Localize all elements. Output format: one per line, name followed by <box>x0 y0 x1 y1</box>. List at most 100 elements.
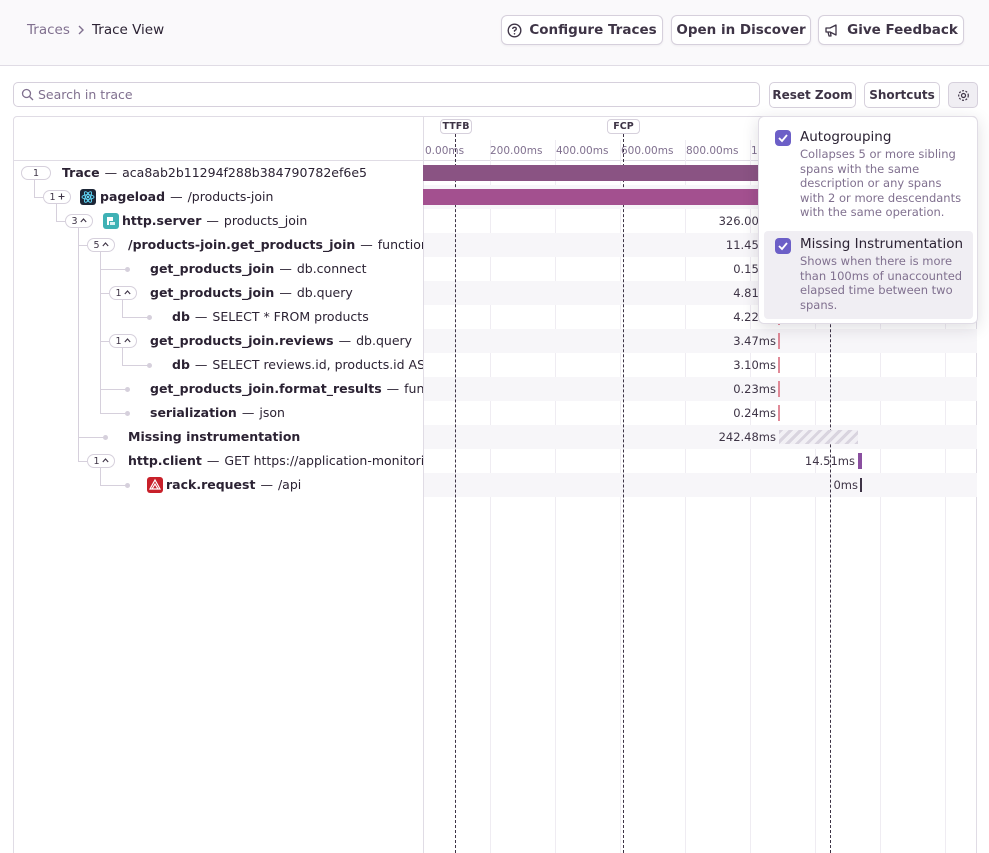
separator: — <box>104 165 118 180</box>
configure-traces-button[interactable]: Configure Traces <box>501 15 663 45</box>
check-icon <box>778 134 788 143</box>
tree-connector <box>34 197 43 198</box>
button-label: Reset Zoom <box>772 88 853 102</box>
column-divider <box>423 117 424 853</box>
child-count-toggle[interactable]: 5 <box>87 238 115 252</box>
span-label: http.server — products_join <box>122 213 423 229</box>
give-feedback-button[interactable]: Give Feedback <box>818 15 964 45</box>
child-count-toggle[interactable]: 1 <box>109 286 137 300</box>
vital-marker: TTFB <box>440 119 472 134</box>
span-bar <box>778 405 780 421</box>
span-duration: 0.23ms <box>733 382 776 396</box>
span-label: db — SELECT * FROM products <box>172 309 423 325</box>
checkbox[interactable] <box>775 130 791 146</box>
shortcuts-button[interactable]: Shortcuts <box>864 82 940 108</box>
tree-connector <box>100 293 109 294</box>
setting-description: Collapses 5 or more sibling spans with t… <box>800 147 962 219</box>
child-count: 1 <box>32 167 40 179</box>
separator: — <box>206 213 219 228</box>
span-description: SELECT reviews.id, products.id AS prod <box>212 357 423 372</box>
child-count: 1 <box>115 335 122 347</box>
megaphone-icon <box>825 23 837 37</box>
span-label: http.client — GET https://application-moni… <box>128 453 423 469</box>
tree-dot <box>125 267 130 272</box>
reset-zoom-button[interactable]: Reset Zoom <box>769 82 856 108</box>
gear-icon <box>957 89 969 101</box>
span-op: get_products_join.reviews <box>150 333 334 348</box>
separator: — <box>338 333 352 348</box>
button-label: Configure Traces <box>529 22 657 38</box>
child-count-toggle[interactable]: 1 <box>87 454 115 468</box>
settings-popover: Autogrouping Collapses 5 or more sibling… <box>758 116 978 324</box>
span-op: rack.request <box>166 477 256 492</box>
breadcrumb-current: Trace View <box>92 22 165 38</box>
setting-item[interactable]: Missing Instrumentation Shows when there… <box>764 231 973 319</box>
setting-item[interactable]: Autogrouping Collapses 5 or more sibling… <box>764 123 973 227</box>
checkbox[interactable] <box>775 238 791 254</box>
platform-icon <box>147 477 163 493</box>
span-op: http.server <box>122 213 202 228</box>
separator: — <box>194 309 208 324</box>
span-description: db.connect <box>296 261 367 276</box>
separator: — <box>279 285 292 300</box>
timeline-tick-label: 200.00ms <box>490 145 543 157</box>
expand-icon <box>58 192 65 203</box>
timeline-tick-label: 600.00ms <box>621 145 674 157</box>
tree-dot <box>125 387 130 392</box>
span-description: GET https://application-monitoring-rub <box>224 453 423 468</box>
span-label: Trace — aca8ab2b11294f288b384790782ef6e5 <box>62 165 423 181</box>
span-label: /products-join.get_products_join — functio… <box>128 237 423 253</box>
help-icon <box>507 22 522 38</box>
span-op: get_products_join <box>150 285 275 300</box>
search-input[interactable]: Search in trace <box>13 82 760 107</box>
span-description: function <box>377 237 423 252</box>
row-background <box>424 425 977 449</box>
missing-instrumentation-bar <box>779 430 858 444</box>
tree-connector <box>78 228 79 462</box>
breadcrumb-chevron <box>78 25 84 35</box>
tree-connector <box>100 413 127 414</box>
span-duration: 0ms <box>833 478 858 492</box>
span-op: http.client <box>128 453 202 468</box>
span-op: Trace <box>62 165 100 180</box>
child-count: 3 <box>71 215 78 227</box>
child-count-toggle[interactable]: 3 <box>65 214 93 228</box>
breadcrumb-link[interactable]: Traces <box>27 22 70 38</box>
span-bar <box>778 381 780 397</box>
button-label: Give Feedback <box>847 22 958 38</box>
open-in-discover-button[interactable]: Open in Discover <box>671 15 811 45</box>
span-op: serialization <box>150 405 237 420</box>
child-count-toggle[interactable]: 1 <box>109 334 137 348</box>
child-count-toggle[interactable]: 1 <box>21 166 51 180</box>
button-label: Shortcuts <box>869 88 935 102</box>
tree-dot <box>125 411 130 416</box>
tree-connector <box>56 221 65 222</box>
separator: — <box>241 405 255 420</box>
tree-connector <box>78 461 87 462</box>
span-duration: 3.47ms <box>733 334 776 348</box>
span-label: get_products_join — db.query <box>150 285 423 301</box>
child-count: 1 <box>93 455 100 467</box>
tree-dot <box>147 315 152 320</box>
separator: — <box>260 477 273 492</box>
span-bar <box>858 453 862 469</box>
span-description: json <box>259 405 285 420</box>
vital-marker-line <box>455 134 456 853</box>
tree-connector <box>78 437 105 438</box>
span-label: rack.request — /api <box>166 477 423 493</box>
child-count: 1 <box>115 287 122 299</box>
tree-dot <box>103 435 108 440</box>
span-bar <box>778 357 780 373</box>
separator: — <box>360 237 373 252</box>
row-background <box>424 329 977 353</box>
platform-icon <box>80 189 96 205</box>
span-description: SELECT * FROM products <box>212 309 369 324</box>
check-icon <box>778 242 788 251</box>
vital-marker-line <box>830 134 831 853</box>
collapse-icon <box>79 216 87 227</box>
child-count-toggle[interactable]: 1 <box>43 190 71 204</box>
collapse-icon <box>101 240 109 251</box>
settings-button[interactable] <box>948 82 978 108</box>
